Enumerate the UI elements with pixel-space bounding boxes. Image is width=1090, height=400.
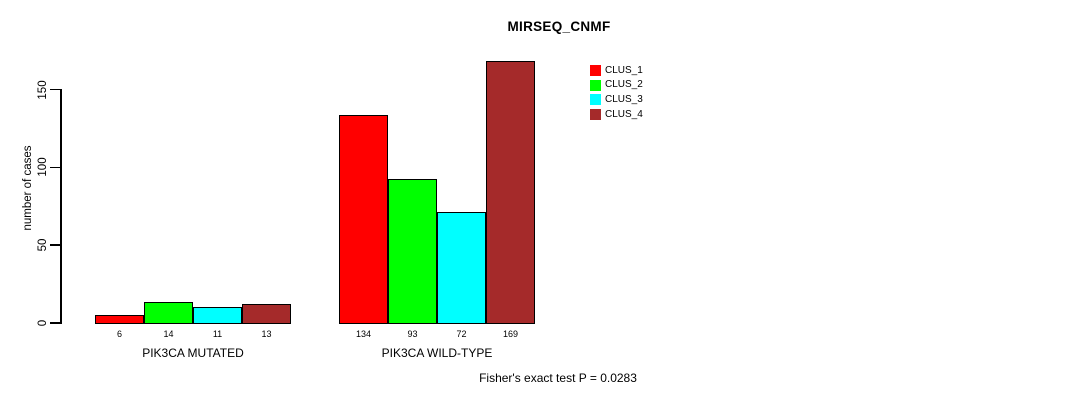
bar-clus_2 — [388, 179, 437, 324]
bar-value-label: 13 — [261, 329, 272, 339]
y-axis-title: number of cases — [22, 145, 34, 231]
y-tick-label: 100 — [37, 157, 49, 177]
legend-label-clus_3: CLUS_3 — [605, 93, 643, 105]
bar-value-label: 14 — [163, 329, 174, 339]
y-tick-mark — [50, 322, 60, 324]
y-tick-mark — [50, 166, 60, 169]
bar-clus_4 — [486, 61, 535, 324]
y-tick-mark — [50, 88, 60, 91]
bar-clus_4 — [242, 304, 291, 324]
y-tick-label: 0 — [37, 319, 49, 327]
legend-label-clus_2: CLUS_2 — [605, 79, 643, 91]
legend-swatch-clus_3 — [590, 94, 601, 106]
legend-swatch-clus_2 — [590, 79, 601, 91]
bar-value-label: 11 — [212, 329, 223, 339]
y-tick-label: 150 — [37, 79, 49, 100]
bar-value-label: 169 — [502, 329, 519, 339]
legend-swatch-clus_1 — [590, 65, 601, 76]
legend-label-clus_4: CLUS_4 — [605, 108, 643, 120]
bar-clus_1 — [95, 315, 144, 324]
y-axis-line — [60, 89, 62, 324]
y-tick-mark — [50, 244, 60, 246]
bar-value-label: 93 — [407, 329, 418, 339]
bar-value-label: 6 — [116, 329, 122, 339]
bar-clus_3 — [437, 212, 486, 324]
legend-label-clus_1: CLUS_1 — [605, 64, 643, 76]
bar-clus_1 — [339, 115, 388, 324]
category-label: PIK3CA WILD-TYPE — [381, 346, 493, 360]
category-label: PIK3CA MUTATED — [142, 346, 244, 360]
bar-value-label: 134 — [355, 329, 372, 339]
y-tick-label: 50 — [37, 238, 49, 252]
bar-clus_2 — [144, 302, 193, 324]
chart-title: MIRSEQ_CNMF — [507, 19, 611, 34]
fisher-test-annotation: Fisher's exact test P = 0.0283 — [479, 371, 637, 385]
bar-clus_3 — [193, 307, 242, 324]
bar-value-label: 72 — [456, 329, 467, 339]
legend-swatch-clus_4 — [590, 109, 601, 121]
